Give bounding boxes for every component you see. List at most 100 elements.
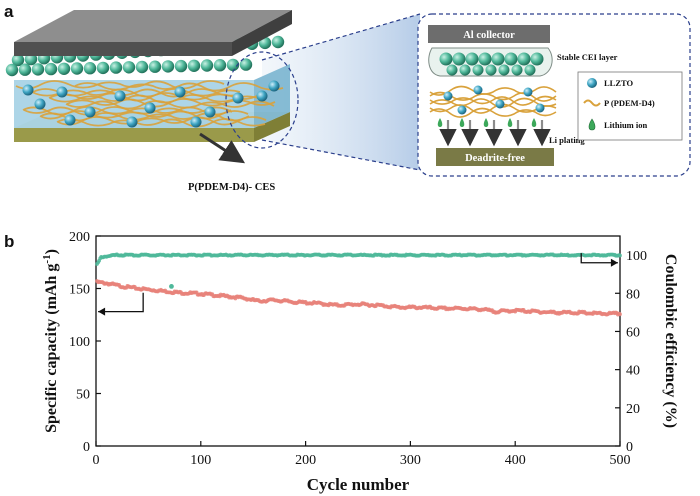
- polymer-chain: [74, 82, 284, 92]
- legend-polymer: P (PDEM-D4): [604, 98, 655, 108]
- lithium-ion-droplet: [531, 118, 537, 127]
- zoom-projection: [262, 14, 420, 170]
- legend-lithium: Lithium ion: [604, 120, 647, 130]
- inset-llzto-particle: [495, 99, 505, 109]
- lithium-ion-droplet: [507, 118, 513, 127]
- cei-sphere: [135, 60, 149, 74]
- llzto-particle: [256, 90, 268, 102]
- inset-cei-sphere: [498, 64, 510, 76]
- right-tick-label: 80: [626, 287, 640, 302]
- series-efficiency: [95, 252, 622, 266]
- li-plating-label: Li plating: [549, 135, 585, 145]
- llzto-particles: [22, 80, 280, 128]
- inset-llzto-particle: [523, 87, 533, 97]
- cei-sphere: [5, 63, 19, 77]
- inset-cei-sphere: [511, 64, 523, 76]
- x-tick-label: 400: [505, 453, 526, 468]
- cei-sphere: [31, 63, 45, 76]
- right-tick-label: 40: [626, 364, 640, 379]
- cei-sphere: [239, 58, 253, 71]
- cei-label: Stable CEI layer: [557, 52, 618, 62]
- llzto-particle: [174, 86, 186, 98]
- left-axis-ticks: 0 50 100 150 200: [69, 230, 101, 455]
- polymer-chain: [65, 100, 275, 110]
- polymer-chain: [39, 110, 249, 120]
- cei-sphere: [161, 60, 175, 73]
- inset-llzto-particle: [443, 91, 453, 101]
- right-tick-label: 20: [626, 402, 640, 417]
- lithium-ion-droplet: [483, 118, 489, 127]
- plot-frame: [95, 235, 621, 447]
- llzto-particle: [114, 90, 126, 102]
- cei-sphere: [83, 61, 97, 75]
- cei-sphere: [200, 59, 214, 72]
- inset-llzto-particle: [473, 85, 483, 95]
- electrolyte-block: [14, 64, 290, 128]
- left-axis-label-exponent: -1: [41, 254, 53, 263]
- cei-sphere: [70, 62, 84, 75]
- inset-polymer-chains: [429, 85, 557, 118]
- cei-sphere: [187, 59, 201, 72]
- llzto-particle: [126, 116, 138, 128]
- polymer-chain: [57, 116, 267, 126]
- llzto-particle: [56, 86, 68, 98]
- llzto-particle: [204, 106, 216, 118]
- polymer-chain: [23, 106, 233, 116]
- inset-detail: Al collector Stable CEI layer Li plating…: [417, 13, 691, 177]
- plating-arrows: [437, 118, 551, 147]
- green-droplet-icon: [588, 118, 596, 131]
- llzto-particle: [64, 114, 76, 126]
- cei-sphere: [44, 62, 58, 76]
- polymer-chain: [56, 118, 266, 128]
- left-tick-label: 0: [83, 440, 90, 455]
- x-tick-label: 200: [295, 453, 316, 468]
- llzto-particle: [22, 84, 34, 96]
- inset-cei-sphere: [452, 52, 466, 66]
- inset-cei-sphere: [478, 52, 492, 66]
- al-collector-bar: [428, 25, 550, 43]
- x-tick-label: 500: [610, 453, 631, 468]
- inset-cei-sphere: [504, 52, 518, 66]
- left-tick-label: 150: [69, 283, 90, 298]
- llzto-particle: [34, 98, 46, 110]
- inset-polymer-chain: [429, 107, 557, 118]
- cei-sphere: [57, 62, 71, 75]
- al-collector-label: Al collector: [463, 30, 515, 41]
- data-point: [618, 253, 622, 258]
- inset-cei-sphere: [491, 52, 505, 66]
- right-axis-label: Coulombic efficiency (%): [662, 254, 679, 428]
- inset-polymer-chain: [429, 85, 557, 96]
- lithium-ion-droplet: [459, 118, 465, 127]
- series-capacity: [95, 279, 622, 317]
- inset-cei-sphere: [439, 52, 453, 66]
- inset-cei-sphere: [446, 64, 458, 76]
- llzto-particle: [84, 106, 96, 118]
- x-tick-label: 100: [190, 453, 211, 468]
- axis-indicator-arrowhead: [610, 258, 618, 267]
- data-point: [618, 312, 622, 317]
- pointer-arrow: [199, 132, 246, 164]
- x-tick-label: 0: [93, 453, 100, 468]
- outlier-point: [169, 284, 174, 289]
- left-axis-label-close: ): [43, 249, 60, 254]
- cei-sphere: [148, 60, 162, 73]
- llzto-particle: [268, 80, 280, 92]
- polymer-chain: [49, 94, 259, 104]
- cei-sphere: [18, 63, 32, 76]
- inset-cei-spheres: [439, 52, 544, 76]
- inset-cei-sphere: [459, 64, 471, 76]
- x-tick-label: 300: [400, 453, 421, 468]
- inset-cei-sphere: [472, 64, 484, 76]
- inset-cei-sphere: [517, 52, 531, 66]
- dendrite-free-bar: [436, 148, 554, 166]
- top-electrode-plate: [14, 10, 292, 56]
- llzto-particle: [232, 92, 244, 104]
- zoom-circle: [225, 51, 299, 149]
- panel-label-b: b: [4, 232, 15, 251]
- cei-sphere: [109, 61, 123, 74]
- inset-llzto-particle: [535, 103, 545, 113]
- chart: 0 100 200 300 400 500 0 50 100 150 200 0 20 40 60 80 1…: [41, 230, 679, 494]
- chart-series: [95, 252, 622, 317]
- polymer-chain: [15, 80, 225, 90]
